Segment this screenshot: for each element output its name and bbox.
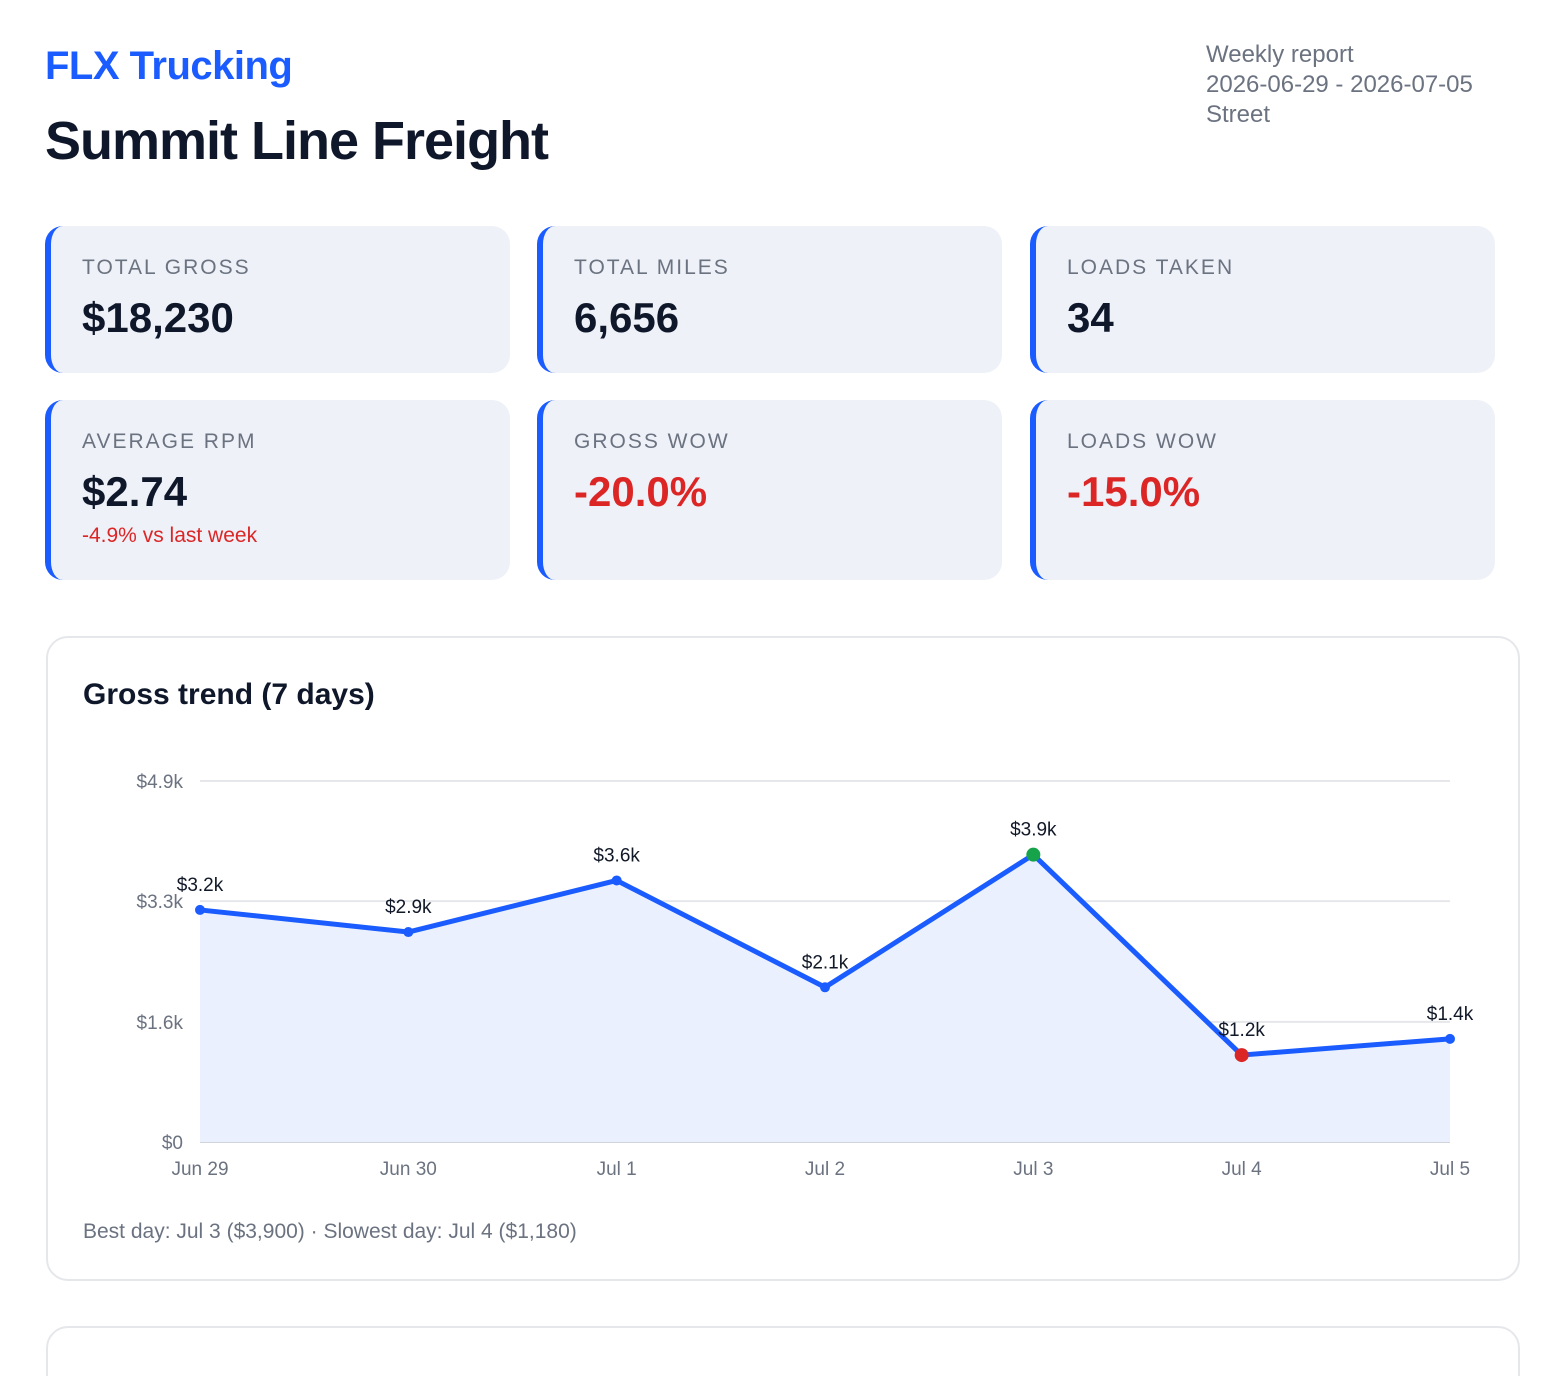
- y-tick-label: $1.6k: [137, 1013, 184, 1034]
- data-label: $3.9k: [1010, 820, 1057, 841]
- data-point: [403, 927, 414, 938]
- x-tick-label: Jul 4: [1222, 1159, 1263, 1180]
- x-tick-label: Jul 1: [597, 1159, 637, 1180]
- company-name: Summit Line Freight: [45, 111, 549, 171]
- data-point: [195, 904, 205, 915]
- y-tick-label: $0: [162, 1133, 183, 1154]
- next-section-card: [46, 1326, 1520, 1376]
- kpi-value: 6,656: [574, 294, 680, 341]
- kpi-value: -20.0%: [574, 468, 708, 515]
- kpi-value: $2.74: [82, 468, 188, 515]
- x-tick-label: Jun 29: [171, 1159, 228, 1180]
- gross-trend-card: Gross trend (7 days) $0 $1.6k $3.3k $4.9k $3…: [46, 636, 1520, 1281]
- kpi-delta: -4.9% vs last week: [82, 524, 258, 547]
- kpi-label: LOADS TAKEN: [1067, 256, 1235, 279]
- data-label: $2.1k: [802, 952, 849, 973]
- data-label: $3.2k: [177, 875, 224, 896]
- chart-title: Gross trend (7 days): [83, 678, 375, 711]
- y-tick-label: $4.9k: [137, 772, 184, 793]
- kpi-card-average-rpm: AVERAGE RPM $2.74 -4.9% vs last week: [45, 400, 510, 580]
- gross-trend-chart: $0 $1.6k $3.3k $4.9k $3.2k $2.9k $3.6k $2.1k $3.…: [137, 772, 1474, 1180]
- kpi-label: GROSS WOW: [574, 430, 730, 453]
- kpi-card-gross-wow: GROSS WOW -20.0%: [537, 400, 1002, 580]
- data-label: $2.9k: [385, 897, 432, 918]
- kpi-card-loads-wow: LOADS WOW -15.0%: [1030, 400, 1495, 580]
- x-tick-label: Jul 3: [1013, 1159, 1053, 1180]
- report-type: Weekly report: [1206, 41, 1354, 68]
- kpi-label: AVERAGE RPM: [82, 430, 257, 453]
- kpi-label: TOTAL MILES: [574, 256, 730, 279]
- data-label: $1.2k: [1218, 1020, 1265, 1041]
- kpi-value: $18,230: [82, 294, 234, 341]
- data-point: [820, 982, 830, 993]
- report-meta: Weekly report 2026-06-29 - 2026-07-05 St…: [1206, 40, 1473, 130]
- kpi-value: 34: [1067, 294, 1114, 341]
- x-tick-label: Jul 5: [1430, 1159, 1470, 1180]
- kpi-label: TOTAL GROSS: [82, 256, 251, 279]
- kpi-card-total-gross: TOTAL GROSS $18,230: [45, 226, 510, 373]
- data-point: [1026, 847, 1041, 862]
- data-point: [611, 875, 622, 886]
- report-plan: Street: [1206, 101, 1271, 128]
- data-point: [1445, 1033, 1455, 1044]
- data-label: $1.4k: [1427, 1004, 1474, 1025]
- y-tick-label: $3.3k: [137, 892, 184, 913]
- report-date-range: 2026-06-29 - 2026-07-05: [1206, 71, 1473, 98]
- kpi-card-total-miles: TOTAL MILES 6,656: [537, 226, 1002, 373]
- x-tick-label: Jun 30: [380, 1159, 437, 1180]
- brand-name: FLX Trucking: [45, 44, 293, 88]
- data-point: [1234, 1048, 1249, 1063]
- kpi-card-loads-taken: LOADS TAKEN 34: [1030, 226, 1495, 373]
- data-label: $3.6k: [593, 845, 640, 866]
- kpi-value: -15.0%: [1067, 468, 1201, 515]
- kpi-label: LOADS WOW: [1067, 430, 1219, 453]
- x-tick-label: Jul 2: [805, 1159, 845, 1180]
- chart-footer: Best day: Jul 3 ($3,900) · Slowest day: …: [83, 1220, 577, 1243]
- gross-area: [200, 854, 1450, 1142]
